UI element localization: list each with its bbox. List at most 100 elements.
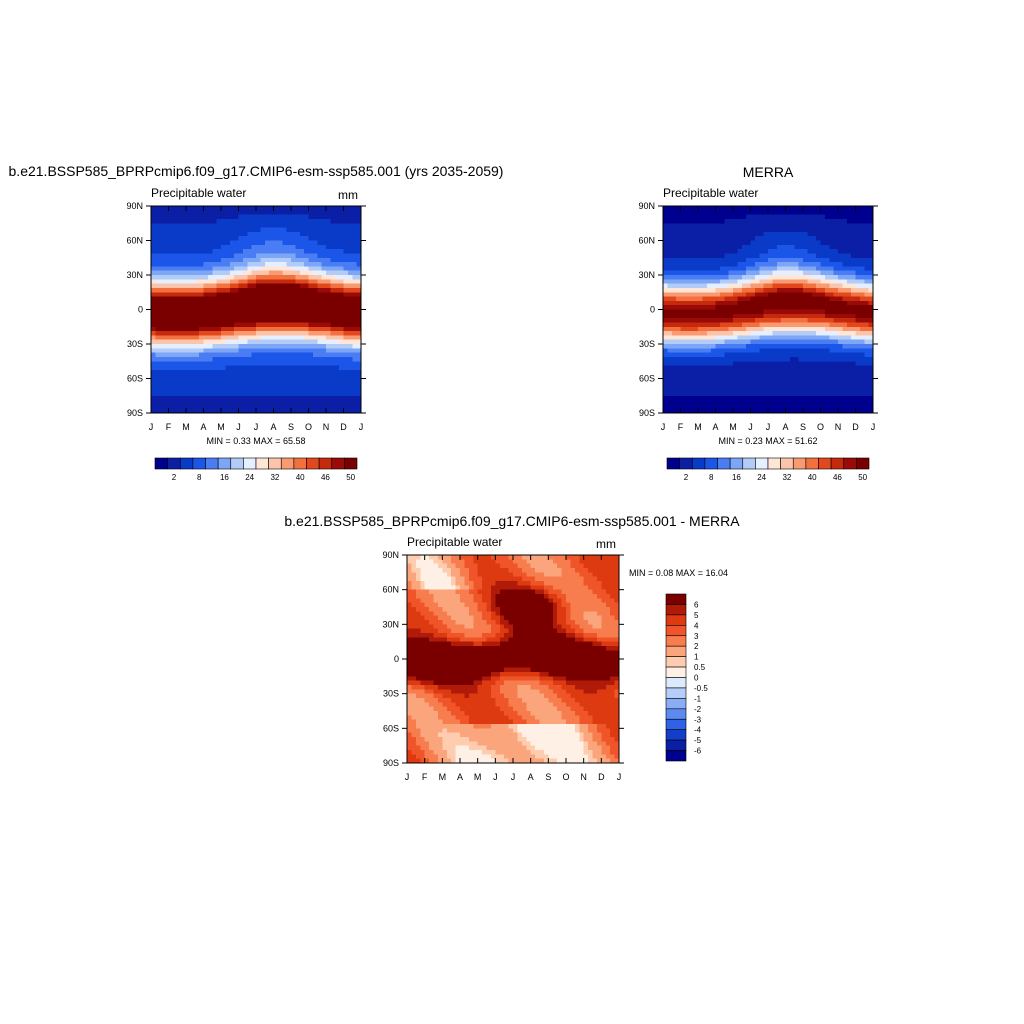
heatmap-cell: [803, 395, 808, 401]
heatmap-cell: [238, 214, 244, 220]
heatmap-cell: [229, 236, 235, 242]
heatmap-cell: [269, 223, 275, 229]
heatmap-cell: [693, 249, 699, 255]
heatmap-cell: [776, 236, 782, 242]
heatmap-cell: [728, 331, 734, 336]
heatmap-cell: [521, 555, 527, 560]
heatmap-cell: [269, 292, 275, 298]
heatmap-cell: [663, 348, 668, 354]
heatmap-cell: [702, 344, 708, 349]
heatmap-cell: [517, 555, 523, 560]
heatmap-cell: [807, 206, 813, 211]
heatmap-cell: [242, 210, 248, 216]
heatmap-cell: [242, 292, 248, 298]
heatmap-cell: [251, 395, 257, 401]
heatmap-cell: [715, 391, 721, 397]
heatmap-cell: [838, 236, 843, 242]
heatmap-cell: [689, 262, 695, 267]
heatmap-cell: [807, 352, 813, 358]
heatmap-cell: [754, 348, 760, 354]
heatmap-cell: [242, 305, 248, 311]
heatmap-cell: [693, 266, 699, 272]
heatmap-cell: [820, 400, 826, 405]
heatmap-cell: [181, 344, 187, 349]
heatmap-cell: [234, 223, 240, 229]
heatmap-cell: [424, 572, 430, 578]
heatmap-cell: [269, 387, 275, 393]
heatmap-cell: [207, 218, 213, 224]
heatmap-cell: [260, 240, 266, 246]
heatmap-cell: [295, 275, 301, 280]
heatmap-cell: [798, 335, 804, 341]
heatmap-cell: [855, 236, 861, 242]
heatmap-cell: [186, 404, 191, 410]
heatmap-cell: [663, 210, 668, 216]
heatmap-cell: [212, 352, 218, 358]
heatmap-cell: [194, 231, 200, 237]
heatmap-cell: [824, 279, 830, 285]
heatmap-cell: [663, 395, 668, 401]
heatmap-cell: [308, 300, 314, 306]
heatmap-cell: [455, 555, 461, 560]
heatmap-cell: [719, 305, 725, 311]
heatmap-cell: [715, 300, 721, 306]
heatmap-cell: [247, 387, 253, 393]
heatmap-cell: [820, 249, 826, 255]
heatmap-cell: [264, 335, 270, 341]
heatmap-cell: [614, 568, 620, 573]
heatmap-cell: [684, 361, 690, 367]
heatmap-cell: [251, 300, 257, 306]
heatmap-cell: [326, 356, 331, 362]
heatmap-cell: [789, 292, 795, 298]
heatmap-cell: [352, 395, 358, 401]
heatmap-cell: [304, 391, 310, 397]
heatmap-cell: [212, 361, 218, 367]
heatmap-cell: [356, 404, 362, 410]
heatmap-cell: [282, 404, 288, 410]
heatmap-cell: [304, 227, 310, 233]
heatmap-cell: [164, 352, 170, 358]
heatmap-cell: [772, 365, 778, 371]
heatmap-cell: [680, 404, 686, 410]
heatmap-cell: [256, 331, 261, 336]
heatmap-cell: [711, 365, 717, 371]
heatmap-cell: [277, 296, 283, 302]
heatmap-cell: [273, 369, 279, 375]
heatmap-cell: [798, 369, 804, 375]
heatmap-cell: [190, 287, 196, 293]
heatmap-cell: [277, 244, 283, 250]
heatmap-cell: [221, 240, 226, 246]
colorbar-label: 2: [172, 473, 177, 482]
heatmap-cell: [339, 244, 345, 250]
heatmap-cell: [352, 266, 358, 272]
heatmap-cell: [304, 287, 310, 293]
heatmap-cell: [772, 408, 778, 414]
heatmap-cell: [676, 262, 682, 267]
heatmap-cell: [181, 369, 187, 375]
heatmap-cell: [698, 387, 703, 393]
heatmap-cell: [234, 210, 240, 216]
heatmap-cell: [194, 404, 200, 410]
heatmap-cell: [225, 270, 231, 276]
heatmap-cell: [317, 369, 323, 375]
heatmap-cell: [820, 227, 826, 233]
heatmap-cell: [256, 249, 261, 255]
heatmap-cell: [339, 339, 345, 345]
heatmap-cell: [693, 318, 699, 324]
heatmap-cell: [407, 559, 413, 565]
heatmap-cell: [746, 227, 752, 233]
heatmap-cell: [750, 378, 756, 384]
heatmap-cell: [789, 335, 795, 341]
heatmap-cell: [339, 214, 345, 220]
heatmap-cell: [356, 331, 362, 336]
heatmap-cell: [855, 257, 861, 263]
heatmap-cell: [667, 279, 673, 285]
heatmap-cell: [811, 322, 817, 328]
heatmap-cell: [684, 305, 690, 311]
heatmap-cell: [299, 227, 305, 233]
heatmap-cell: [194, 326, 200, 332]
heatmap-cell: [264, 395, 270, 401]
units-label: mm: [596, 537, 616, 551]
heatmap-cell: [733, 218, 738, 224]
heatmap-cell: [807, 283, 813, 289]
